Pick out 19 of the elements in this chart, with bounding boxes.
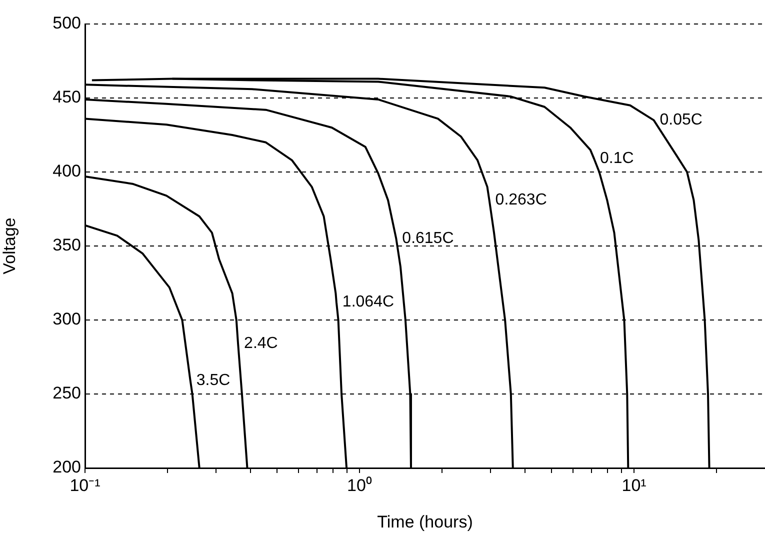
annotation: 0.615C	[402, 230, 454, 248]
annotation: 0.1C	[600, 150, 634, 168]
y-tick-label: 450	[52, 88, 81, 107]
annotation: 3.5C	[196, 372, 230, 390]
x-tick-label: 10¹	[622, 476, 647, 495]
annotation: 1.064C	[342, 294, 394, 311]
annotation: 0.263C	[495, 192, 547, 209]
y-tick-label: 250	[52, 384, 81, 403]
y-tick-label: 500	[52, 14, 81, 33]
y-axis-title: Voltage	[0, 218, 19, 274]
x-tick-label: 10⁰	[347, 476, 372, 495]
annotation: 0.05C	[660, 112, 702, 129]
y-tick-label: 350	[52, 236, 81, 255]
x-axis-title: Time (hours)	[377, 512, 473, 532]
y-tick-label: 200	[52, 458, 81, 477]
annotation: 2.4C	[244, 335, 278, 352]
y-tick-label: 300	[52, 310, 81, 329]
y-tick-label: 400	[52, 162, 81, 181]
x-tick-label: 10⁻¹	[70, 476, 101, 495]
